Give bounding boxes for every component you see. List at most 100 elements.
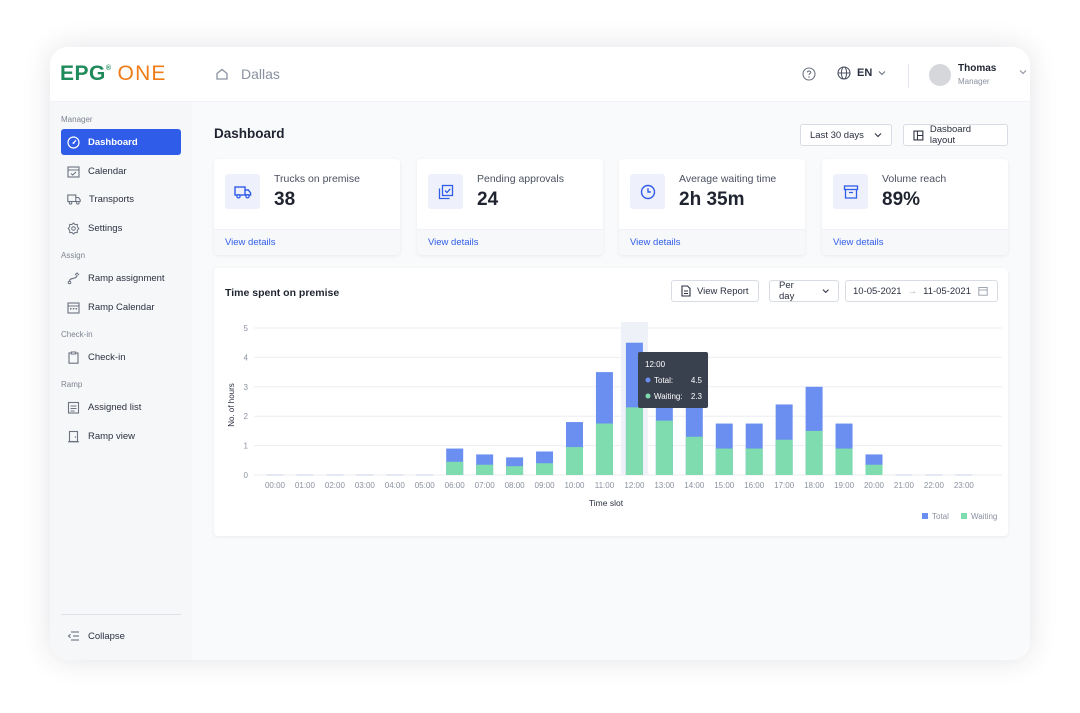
sidebar-item-label: Ramp Calendar bbox=[88, 301, 155, 313]
x-tick-label: 07:00 bbox=[475, 481, 496, 490]
sidebar-item-settings[interactable]: Settings bbox=[61, 215, 181, 241]
card-icon-box bbox=[833, 174, 868, 209]
x-tick-label: 09:00 bbox=[535, 481, 556, 490]
sidebar-item-label: Ramp assignment bbox=[88, 272, 165, 284]
sidebar: Manager Dashboard Calendar Transports Se… bbox=[50, 102, 192, 660]
card-value: 24 bbox=[477, 189, 499, 210]
clipboard-icon bbox=[68, 351, 79, 364]
sidebar-item-label: Settings bbox=[88, 222, 123, 234]
layout-icon bbox=[913, 130, 924, 140]
sidebar-section-manager: Manager bbox=[61, 115, 93, 124]
x-tick-label: 11:00 bbox=[595, 481, 615, 490]
x-tick-label: 19:00 bbox=[834, 481, 855, 490]
sidebar-item-dashboard[interactable]: Dashboard bbox=[61, 129, 181, 155]
y-tick-label: 2 bbox=[244, 412, 249, 421]
gear-icon bbox=[67, 221, 80, 235]
route-icon bbox=[67, 271, 80, 284]
x-tick-label: 08:00 bbox=[505, 481, 526, 490]
location-name: Dallas bbox=[241, 66, 280, 82]
y-tick-label: 4 bbox=[244, 353, 249, 362]
view-report-button[interactable]: View Report bbox=[671, 280, 759, 302]
tooltip-box bbox=[638, 352, 708, 408]
sidebar-item-label: Calendar bbox=[88, 165, 127, 177]
card-label: Volume reach bbox=[882, 173, 947, 185]
collapse-button[interactable]: Collapse bbox=[61, 623, 181, 649]
x-tick-label: 03:00 bbox=[355, 481, 376, 490]
x-tick-label: 17:00 bbox=[774, 481, 795, 490]
kpi-card-waiting-time: Average waiting time 2h 35m View details bbox=[619, 159, 805, 255]
sidebar-item-check-in[interactable]: Check-in bbox=[61, 344, 181, 370]
sidebar-item-ramp-assignment[interactable]: Ramp assignment bbox=[61, 265, 181, 291]
period-dropdown[interactable]: Per day bbox=[769, 280, 839, 302]
brand-logo-one: ONE bbox=[117, 62, 167, 85]
card-footer: View details bbox=[822, 229, 1008, 255]
card-label: Pending approvals bbox=[477, 173, 564, 185]
date-arrow: → bbox=[907, 285, 918, 297]
x-axis-title: Time slot bbox=[589, 498, 624, 508]
sidebar-item-transports[interactable]: Transports bbox=[61, 186, 181, 212]
brand-logo[interactable]: EPG ® ONE bbox=[60, 62, 167, 88]
x-tick-label: 02:00 bbox=[325, 481, 346, 490]
location-breadcrumb[interactable]: Dallas bbox=[215, 66, 280, 82]
tooltip-title: 12:00 bbox=[645, 360, 666, 369]
brand-logo-epg: EPG bbox=[60, 62, 106, 85]
sidebar-item-label: Ramp view bbox=[88, 430, 135, 442]
period-label: Per day bbox=[779, 280, 795, 302]
globe-icon bbox=[837, 66, 851, 80]
sidebar-item-label: Dashboard bbox=[88, 136, 138, 148]
truck-icon bbox=[233, 185, 251, 199]
truck-icon bbox=[67, 194, 81, 205]
bar-chart: 0 1 2 3 4 5 00:00 01:00 02:00 03:00 04:00 05:00 06:0… bbox=[227, 322, 1002, 521]
bar-waiting bbox=[685, 436, 703, 475]
view-details-link[interactable]: View details bbox=[225, 237, 276, 248]
calendar-icon bbox=[978, 287, 988, 296]
user-role: Manager bbox=[958, 77, 990, 86]
collapse-icon bbox=[67, 631, 79, 641]
x-tick-label: 18:00 bbox=[804, 481, 825, 490]
y-axis-title: No. of hours bbox=[227, 383, 236, 427]
view-details-link[interactable]: View details bbox=[428, 237, 479, 248]
x-tick-label: 16:00 bbox=[744, 481, 765, 490]
bar-waiting bbox=[835, 448, 853, 475]
language-selector[interactable]: EN bbox=[837, 66, 886, 80]
x-tick-label: 22:00 bbox=[924, 481, 945, 490]
user-menu[interactable]: Thomas Manager bbox=[929, 63, 1027, 86]
bar-waiting bbox=[865, 464, 883, 475]
calendar-icon bbox=[67, 165, 80, 178]
view-report-label: View Report bbox=[697, 285, 749, 297]
bar-waiting bbox=[805, 430, 823, 475]
sidebar-item-label: Check-in bbox=[88, 351, 126, 363]
x-tick-label: 04:00 bbox=[385, 481, 406, 490]
bar-waiting bbox=[595, 423, 613, 475]
calendar-grid-icon bbox=[67, 301, 80, 314]
help-button[interactable] bbox=[802, 67, 816, 86]
home-icon bbox=[216, 68, 228, 80]
sidebar-section-assign: Assign bbox=[61, 251, 86, 260]
sidebar-item-label: Assigned list bbox=[88, 401, 142, 413]
header-divider bbox=[908, 64, 909, 88]
dashboard-layout-button[interactable]: Dasboard layout bbox=[903, 124, 1008, 146]
sidebar-item-ramp-calendar[interactable]: Ramp Calendar bbox=[61, 294, 181, 320]
sidebar-item-calendar[interactable]: Calendar bbox=[61, 158, 181, 184]
date-to: 11-05-2021 bbox=[923, 285, 971, 297]
kpi-card-approvals: Pending approvals 24 View details bbox=[417, 159, 603, 255]
card-icon-box bbox=[428, 174, 463, 209]
chart-title: Time spent on premise bbox=[225, 287, 340, 299]
chevron-down-icon bbox=[822, 289, 829, 294]
x-tick-label: 14:00 bbox=[684, 481, 705, 490]
view-details-link[interactable]: View details bbox=[630, 237, 681, 248]
tooltip-dot bbox=[645, 393, 651, 399]
sidebar-item-assigned-list[interactable]: Assigned list bbox=[61, 394, 181, 420]
view-details-link[interactable]: View details bbox=[833, 237, 884, 248]
sidebar-item-label: Transports bbox=[89, 193, 135, 205]
bar-waiting bbox=[566, 447, 583, 475]
bar-waiting bbox=[446, 461, 464, 475]
x-tick-label: 15:00 bbox=[714, 481, 735, 490]
x-tick-label: 10:00 bbox=[564, 481, 585, 490]
card-label: Trucks on premise bbox=[274, 173, 360, 185]
sidebar-section-checkin: Check-in bbox=[61, 330, 93, 339]
help-icon bbox=[802, 67, 816, 81]
date-range-dropdown[interactable]: Last 30 days bbox=[800, 124, 892, 146]
sidebar-item-ramp-view[interactable]: Ramp view bbox=[61, 423, 181, 449]
date-range-picker[interactable]: 10-05-2021 → 11-05-2021 bbox=[845, 280, 998, 302]
